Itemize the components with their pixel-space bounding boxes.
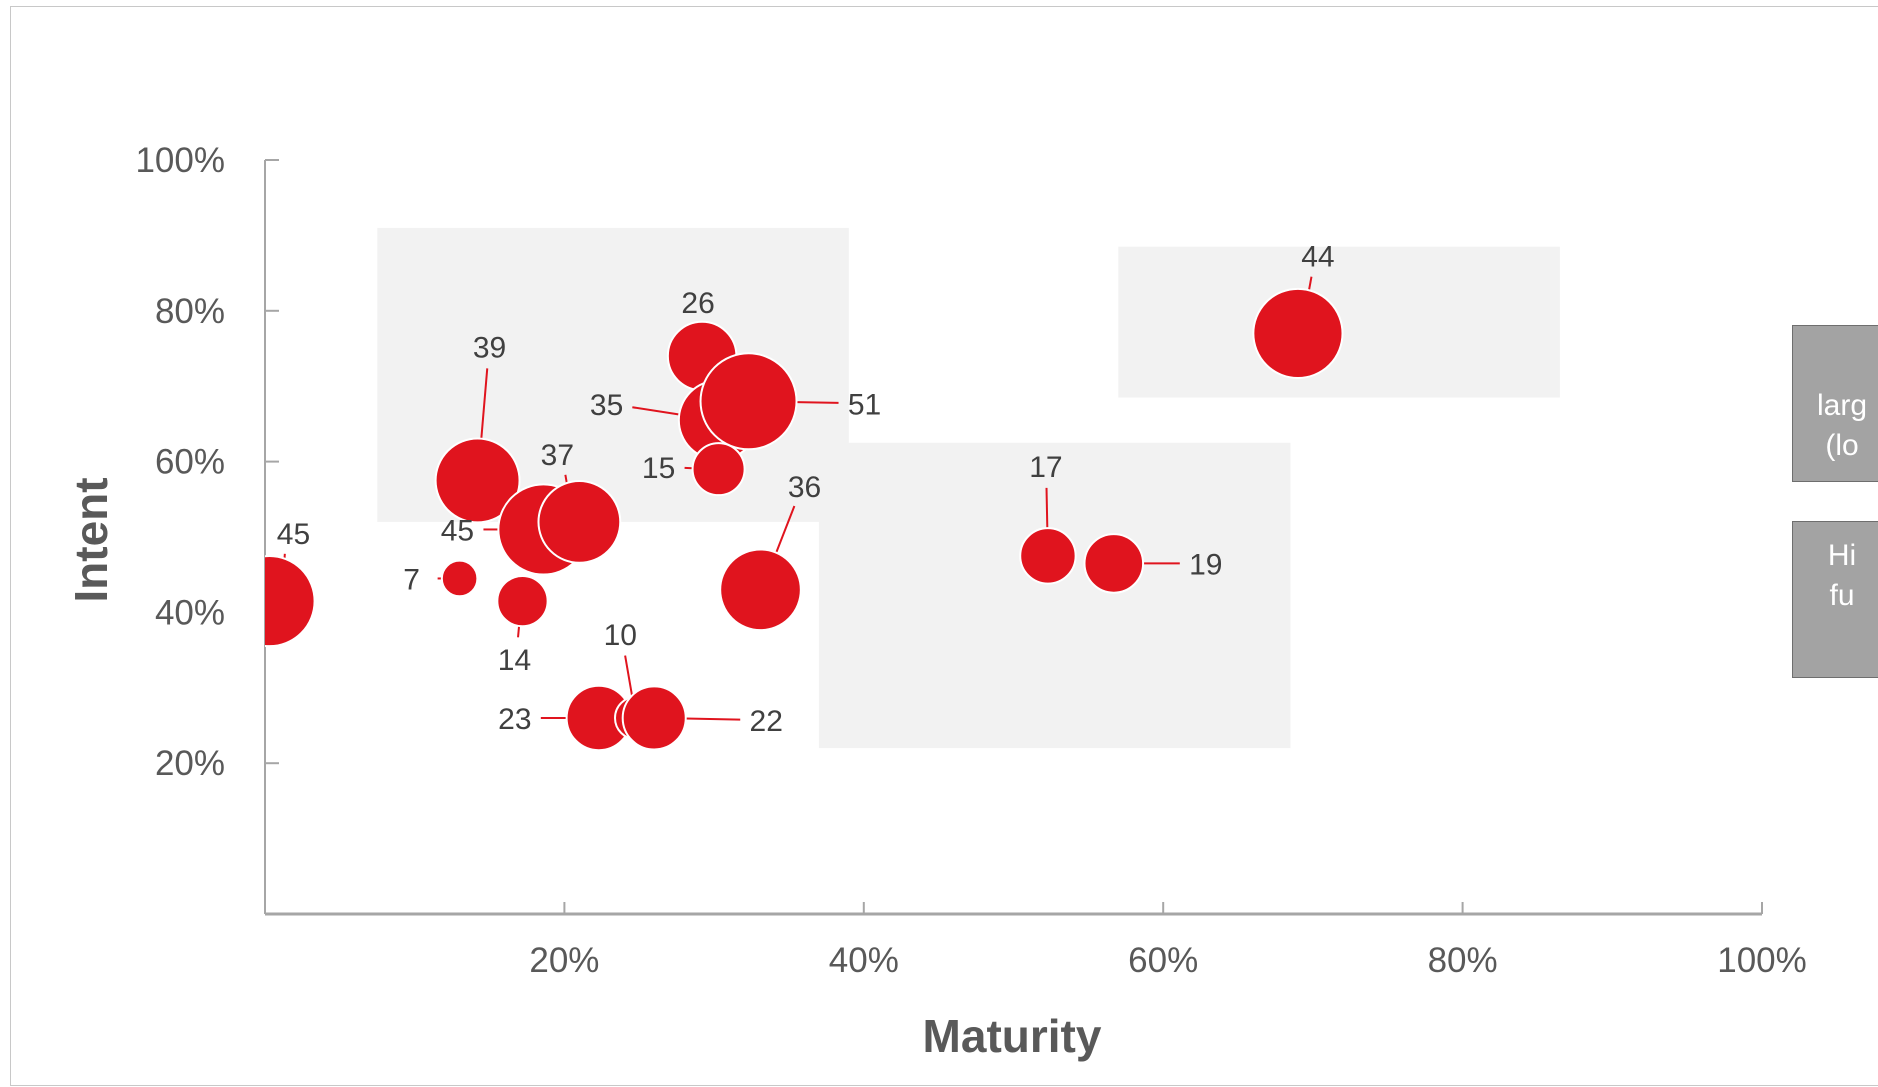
side-box-2-line-1: Hi	[1827, 539, 1857, 572]
y-tick-label: 100%	[135, 141, 225, 180]
axes: 20% 40% 60% 80% 100% 20% 40% 60% 80% 100%	[135, 141, 1806, 980]
y-tick-label: 40%	[155, 593, 225, 632]
x-axis-title: Maturity	[923, 1010, 1102, 1062]
leader-line	[1308, 276, 1313, 291]
chart-frame	[10, 6, 1878, 1086]
bubble-1	[265, 555, 316, 648]
data-label: 22	[750, 705, 783, 738]
data-label: 23	[498, 703, 531, 736]
y-tick-label: 20%	[155, 744, 225, 783]
bubble-6	[537, 480, 622, 564]
leader-line	[624, 655, 634, 698]
y-axis-title: Intent	[65, 477, 117, 602]
leader-line	[775, 505, 796, 554]
data-label: 45	[277, 518, 310, 551]
side-box-1: larg (lo	[1792, 325, 1878, 482]
y-tick-label: 60%	[155, 443, 225, 482]
data-labels: 45 7 39 14 45 37 23 10 22 26 35 15 51 36 17 19 44	[277, 240, 1335, 738]
data-label: 37	[541, 439, 574, 472]
y-tick-label: 80%	[155, 292, 225, 331]
bubble-12	[691, 442, 746, 497]
side-box-1-line-1: larg	[1816, 389, 1868, 422]
leader-line	[517, 625, 521, 638]
data-label: 15	[642, 452, 675, 485]
leader-lines	[283, 276, 1313, 721]
bubble-2	[440, 559, 479, 598]
bubble-3	[434, 437, 521, 524]
data-label: 17	[1029, 451, 1062, 484]
data-label: 51	[848, 388, 881, 421]
side-box-2: Hi fu	[1792, 521, 1878, 678]
bubble-17	[1252, 287, 1344, 380]
bubble-16	[1083, 533, 1145, 594]
x-tick-label: 100%	[1717, 941, 1807, 980]
data-label: 19	[1189, 548, 1222, 581]
side-box-2-line-2: fu	[1829, 579, 1855, 612]
leader-line	[1045, 487, 1049, 529]
data-label: 44	[1301, 240, 1334, 273]
x-tick-label: 60%	[1128, 941, 1198, 980]
leader-line	[480, 368, 489, 439]
leader-line	[564, 474, 568, 484]
side-box-1-line-2: (lo	[1825, 429, 1859, 462]
data-label: 35	[590, 389, 623, 422]
leader-line	[632, 406, 680, 416]
data-label: 7	[403, 563, 420, 596]
bubble-9	[621, 685, 687, 751]
leader-line	[685, 717, 741, 721]
data-label: 36	[788, 471, 821, 504]
bubble-15	[1019, 527, 1077, 585]
data-label: 10	[604, 619, 637, 652]
data-label: 39	[473, 331, 506, 364]
data-label: 26	[681, 287, 714, 320]
bubbles	[265, 287, 1344, 752]
x-tick-label: 80%	[1428, 941, 1498, 980]
bubble-13	[699, 352, 798, 451]
highlight-zone-2	[818, 442, 1291, 749]
data-label: 14	[498, 644, 531, 677]
highlight-zones	[377, 227, 1560, 749]
leader-line	[796, 401, 839, 404]
bubble-4	[496, 574, 549, 628]
data-label: 45	[441, 514, 474, 547]
bubble-14	[719, 548, 802, 632]
x-tick-label: 20%	[529, 941, 599, 980]
x-tick-label: 40%	[829, 941, 899, 980]
